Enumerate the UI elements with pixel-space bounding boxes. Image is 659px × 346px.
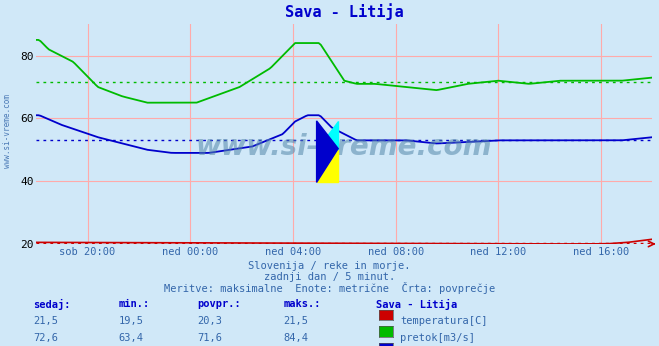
Text: www.si-vreme.com: www.si-vreme.com [3, 94, 13, 169]
Text: maks.:: maks.: [283, 299, 321, 309]
Title: Sava - Litija: Sava - Litija [285, 3, 404, 20]
Text: Slovenija / reke in morje.: Slovenija / reke in morje. [248, 261, 411, 271]
Text: Sava - Litija: Sava - Litija [376, 299, 457, 310]
Text: 71,6: 71,6 [198, 333, 223, 343]
Text: 84,4: 84,4 [283, 333, 308, 343]
Text: 19,5: 19,5 [119, 316, 144, 326]
Text: www.si-vreme.com: www.si-vreme.com [196, 133, 492, 161]
Polygon shape [316, 148, 338, 182]
Text: pretok[m3/s]: pretok[m3/s] [400, 333, 475, 343]
Text: temperatura[C]: temperatura[C] [400, 316, 488, 326]
Text: min.:: min.: [119, 299, 150, 309]
Text: 21,5: 21,5 [33, 316, 58, 326]
Text: 72,6: 72,6 [33, 333, 58, 343]
Text: Meritve: maksimalne  Enote: metrične  Črta: povprečje: Meritve: maksimalne Enote: metrične Črta… [164, 282, 495, 294]
Text: 63,4: 63,4 [119, 333, 144, 343]
Text: zadnji dan / 5 minut.: zadnji dan / 5 minut. [264, 272, 395, 282]
Text: 21,5: 21,5 [283, 316, 308, 326]
Text: sedaj:: sedaj: [33, 299, 71, 310]
Polygon shape [316, 121, 338, 148]
Polygon shape [316, 121, 338, 182]
Text: povpr.:: povpr.: [198, 299, 241, 309]
Text: 20,3: 20,3 [198, 316, 223, 326]
